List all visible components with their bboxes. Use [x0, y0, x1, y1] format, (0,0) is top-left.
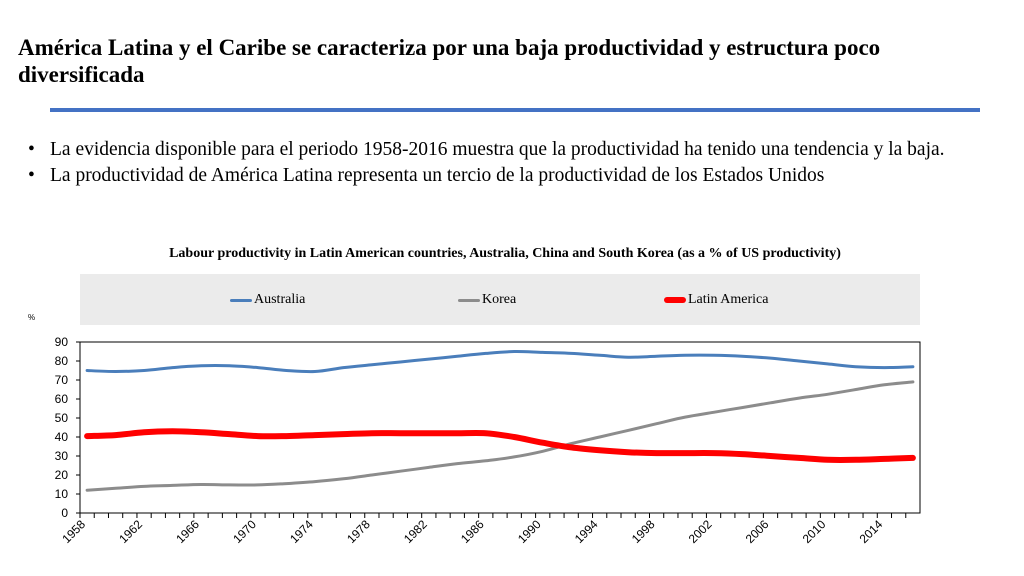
y-tick-label: 70 [55, 373, 69, 387]
legend-swatch-latin-america [664, 297, 686, 303]
bullet-glyph: • [28, 165, 35, 186]
y-tick-label: 20 [55, 468, 69, 482]
legend-item-latin-america: Latin America [664, 292, 768, 308]
legend-item-australia: Australia [230, 292, 305, 308]
y-tick-label: 30 [55, 449, 69, 463]
bullet-text: La evidencia disponible para el periodo … [50, 139, 945, 160]
legend-label-latin-america: Latin America [688, 292, 769, 307]
y-unit-label: % [28, 313, 36, 322]
y-tick-label: 50 [55, 411, 69, 425]
bullet-item: • La evidencia disponible para el period… [22, 138, 997, 162]
chart-legend: Australia Korea Latin America [80, 274, 920, 325]
y-tick-label: 10 [55, 487, 69, 501]
bullet-text: La productividad de América Latina repre… [50, 165, 825, 186]
y-tick-label: 80 [55, 354, 69, 368]
bullet-list: • La evidencia disponible para el period… [22, 138, 997, 190]
x-tick-label: 1962 [116, 517, 145, 546]
legend-label-korea: Korea [482, 292, 517, 307]
x-tick-label: 1966 [173, 517, 202, 546]
title-divider [50, 108, 980, 112]
legend-swatch-korea [458, 298, 480, 302]
y-axis: 0 10 20 30 40 50 60 70 80 90 [55, 335, 80, 520]
x-tick-label: 1990 [515, 517, 544, 546]
x-tick-label: 2002 [686, 517, 715, 546]
y-tick-label: 60 [55, 392, 69, 406]
series-line-latin-america [84, 428, 916, 463]
x-tick-label: 1974 [287, 517, 316, 546]
series-line-korea [85, 380, 915, 492]
legend-item-korea: Korea [458, 292, 516, 308]
x-tick-label: 2010 [800, 517, 829, 546]
chart-title: Labour productivity in Latin American co… [169, 246, 841, 261]
x-tick-label: 1958 [59, 517, 88, 546]
y-tick-label: 40 [55, 430, 69, 444]
series-lines [84, 349, 916, 492]
bullet-glyph: • [28, 139, 35, 160]
series-line-australia [85, 349, 915, 374]
x-tick-label: 1978 [344, 517, 373, 546]
y-tick-label: 90 [55, 335, 69, 349]
x-axis: 1958 1962 1966 1970 1974 1978 1982 1986 1990 1994… [59, 513, 907, 546]
x-tick-label: 1994 [572, 517, 601, 546]
x-tick-label: 1970 [230, 517, 259, 546]
legend-swatch-australia [230, 298, 252, 302]
x-tick-label: 1998 [629, 517, 658, 546]
bullet-item: • La productividad de América Latina rep… [22, 164, 997, 188]
legend-label-australia: Australia [254, 292, 306, 307]
x-tick-label: 2014 [857, 517, 886, 546]
plot-frame [79, 341, 921, 514]
y-tick-label: 0 [61, 506, 68, 520]
x-tick-label: 1982 [401, 517, 430, 546]
x-tick-label: 2006 [743, 517, 772, 546]
slide-title: América Latina y el Caribe se caracteriz… [18, 35, 881, 87]
x-tick-label: 1986 [458, 517, 487, 546]
